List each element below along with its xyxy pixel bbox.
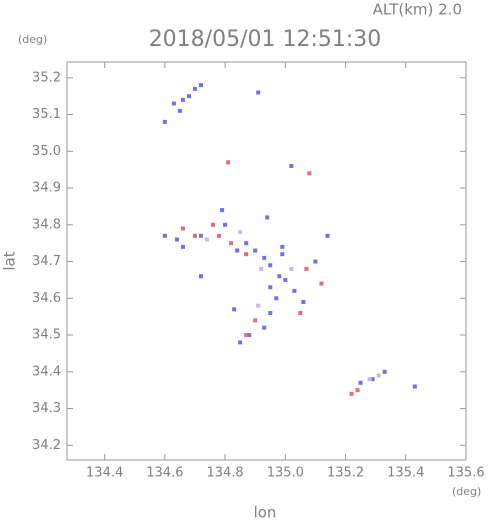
x-tick-label: 135.6	[447, 466, 484, 481]
echo-point	[244, 333, 249, 338]
echo-point	[220, 208, 225, 213]
echo-point	[253, 248, 258, 253]
echo-point	[256, 90, 261, 95]
y-tick-label: 35.1	[32, 107, 61, 122]
echo-point	[180, 244, 185, 249]
y-tick-label: 35.0	[32, 144, 61, 159]
echo-point	[232, 307, 237, 312]
x-tick-label: 135.2	[327, 466, 364, 481]
echo-point	[192, 233, 197, 238]
echo-point	[256, 303, 261, 308]
echo-point	[283, 277, 288, 282]
echo-point	[268, 285, 273, 290]
plot-frame	[66, 61, 467, 461]
echo-point	[382, 369, 387, 374]
echo-point	[349, 391, 354, 396]
echo-point	[235, 248, 240, 253]
echo-point	[262, 325, 267, 330]
echo-point	[277, 274, 282, 279]
echo-point	[298, 311, 303, 316]
echo-point	[199, 83, 204, 88]
echo-point	[226, 160, 231, 165]
echo-point	[229, 241, 234, 246]
y-tick-label: 34.6	[32, 291, 61, 306]
echo-point	[355, 388, 360, 393]
echo-point	[262, 255, 267, 260]
echo-point	[367, 377, 372, 382]
echo-point	[289, 266, 294, 271]
x-tick-label: 134.8	[206, 466, 243, 481]
echo-point	[289, 164, 294, 169]
echo-point	[186, 94, 191, 99]
y-tick-label: 34.2	[32, 438, 61, 453]
echo-point	[205, 237, 210, 242]
echo-point	[199, 274, 204, 279]
echo-point	[171, 101, 176, 106]
echo-point	[253, 318, 258, 323]
echo-point	[292, 288, 297, 293]
echo-point	[199, 233, 204, 238]
echo-point	[223, 222, 228, 227]
x-tick-label: 135.0	[267, 466, 304, 481]
echo-point	[180, 226, 185, 231]
echo-point	[412, 384, 417, 389]
echo-point	[238, 340, 243, 345]
chart-subtitle: ALT(km) 2.0	[373, 1, 462, 19]
y-unit: (deg)	[18, 33, 47, 46]
y-tick-label: 35.2	[32, 70, 61, 85]
x-tick-label: 135.4	[387, 466, 424, 481]
x-tick-label: 134.6	[146, 466, 183, 481]
echo-point	[244, 241, 249, 246]
echo-point	[268, 311, 273, 316]
echo-point	[192, 86, 197, 91]
echo-point	[358, 380, 363, 385]
echo-point	[319, 281, 324, 286]
x-tick-label: 134.4	[86, 466, 123, 481]
y-tick-label: 34.9	[32, 181, 61, 196]
y-tick-label: 34.7	[32, 254, 61, 269]
y-tick-label: 34.3	[32, 401, 61, 416]
echo-point	[211, 222, 216, 227]
echo-point	[162, 233, 167, 238]
echo-point	[244, 252, 249, 257]
echo-point	[177, 108, 182, 113]
echo-point	[174, 237, 179, 242]
x-axis-label: lon	[254, 504, 277, 521]
echo-point	[259, 266, 264, 271]
echo-point	[301, 299, 306, 304]
echo-point	[325, 233, 330, 238]
echo-point	[280, 244, 285, 249]
echo-point	[280, 252, 285, 257]
y-tick-label: 34.8	[32, 217, 61, 232]
echo-point	[304, 266, 309, 271]
y-tick-label: 34.4	[32, 364, 61, 379]
y-axis-label: lat	[1, 251, 19, 270]
echo-point	[376, 373, 381, 378]
echo-point	[370, 377, 375, 382]
echo-point	[265, 215, 270, 220]
echo-point	[180, 97, 185, 102]
echo-point	[162, 119, 167, 124]
echo-point	[268, 263, 273, 268]
echo-point	[313, 259, 318, 264]
x-unit: (deg)	[452, 485, 481, 498]
chart-title: 2018/05/01 12:51:30	[149, 27, 382, 52]
echo-point	[274, 296, 279, 301]
echo-point	[217, 233, 222, 238]
y-tick-label: 34.5	[32, 328, 61, 343]
echo-point	[247, 333, 252, 338]
echo-point	[307, 171, 312, 176]
echo-point	[238, 230, 243, 235]
